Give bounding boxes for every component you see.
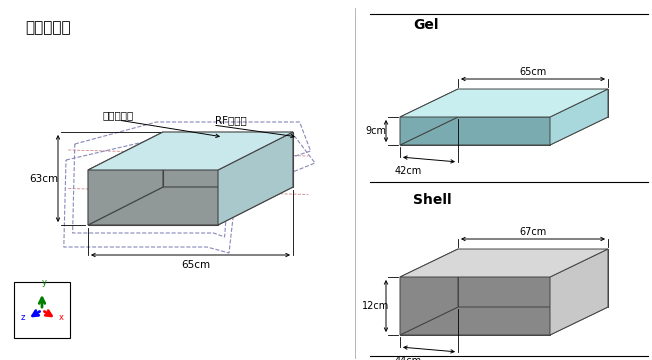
Polygon shape xyxy=(88,187,293,225)
Polygon shape xyxy=(400,249,608,277)
Text: 42cm: 42cm xyxy=(395,166,422,176)
Polygon shape xyxy=(400,307,608,335)
Polygon shape xyxy=(400,117,608,145)
Polygon shape xyxy=(458,89,608,117)
Text: ファントム: ファントム xyxy=(102,110,134,120)
Text: y: y xyxy=(42,278,46,287)
Polygon shape xyxy=(400,89,458,145)
Text: 67cm: 67cm xyxy=(520,227,546,237)
Text: Shell: Shell xyxy=(413,193,452,207)
Text: 63cm: 63cm xyxy=(29,174,59,184)
Text: 65cm: 65cm xyxy=(181,260,210,270)
Text: x: x xyxy=(59,313,64,322)
Polygon shape xyxy=(88,132,163,225)
Bar xyxy=(14,282,70,338)
Polygon shape xyxy=(550,89,608,145)
Text: 44cm: 44cm xyxy=(395,356,422,360)
Polygon shape xyxy=(88,132,293,170)
Polygon shape xyxy=(400,89,608,117)
Polygon shape xyxy=(218,132,293,225)
Polygon shape xyxy=(88,170,218,225)
Text: Gel: Gel xyxy=(413,18,439,32)
Text: 12cm: 12cm xyxy=(363,301,390,311)
Text: 65cm: 65cm xyxy=(520,67,546,77)
Polygon shape xyxy=(550,249,608,335)
Text: 9cm: 9cm xyxy=(366,126,387,136)
Text: RFコイル: RFコイル xyxy=(215,115,246,125)
Text: モデル全体: モデル全体 xyxy=(25,20,70,35)
Polygon shape xyxy=(400,249,458,335)
Text: z: z xyxy=(21,313,25,322)
Polygon shape xyxy=(400,277,550,335)
Polygon shape xyxy=(163,132,293,187)
Polygon shape xyxy=(400,117,550,145)
Polygon shape xyxy=(458,249,608,307)
